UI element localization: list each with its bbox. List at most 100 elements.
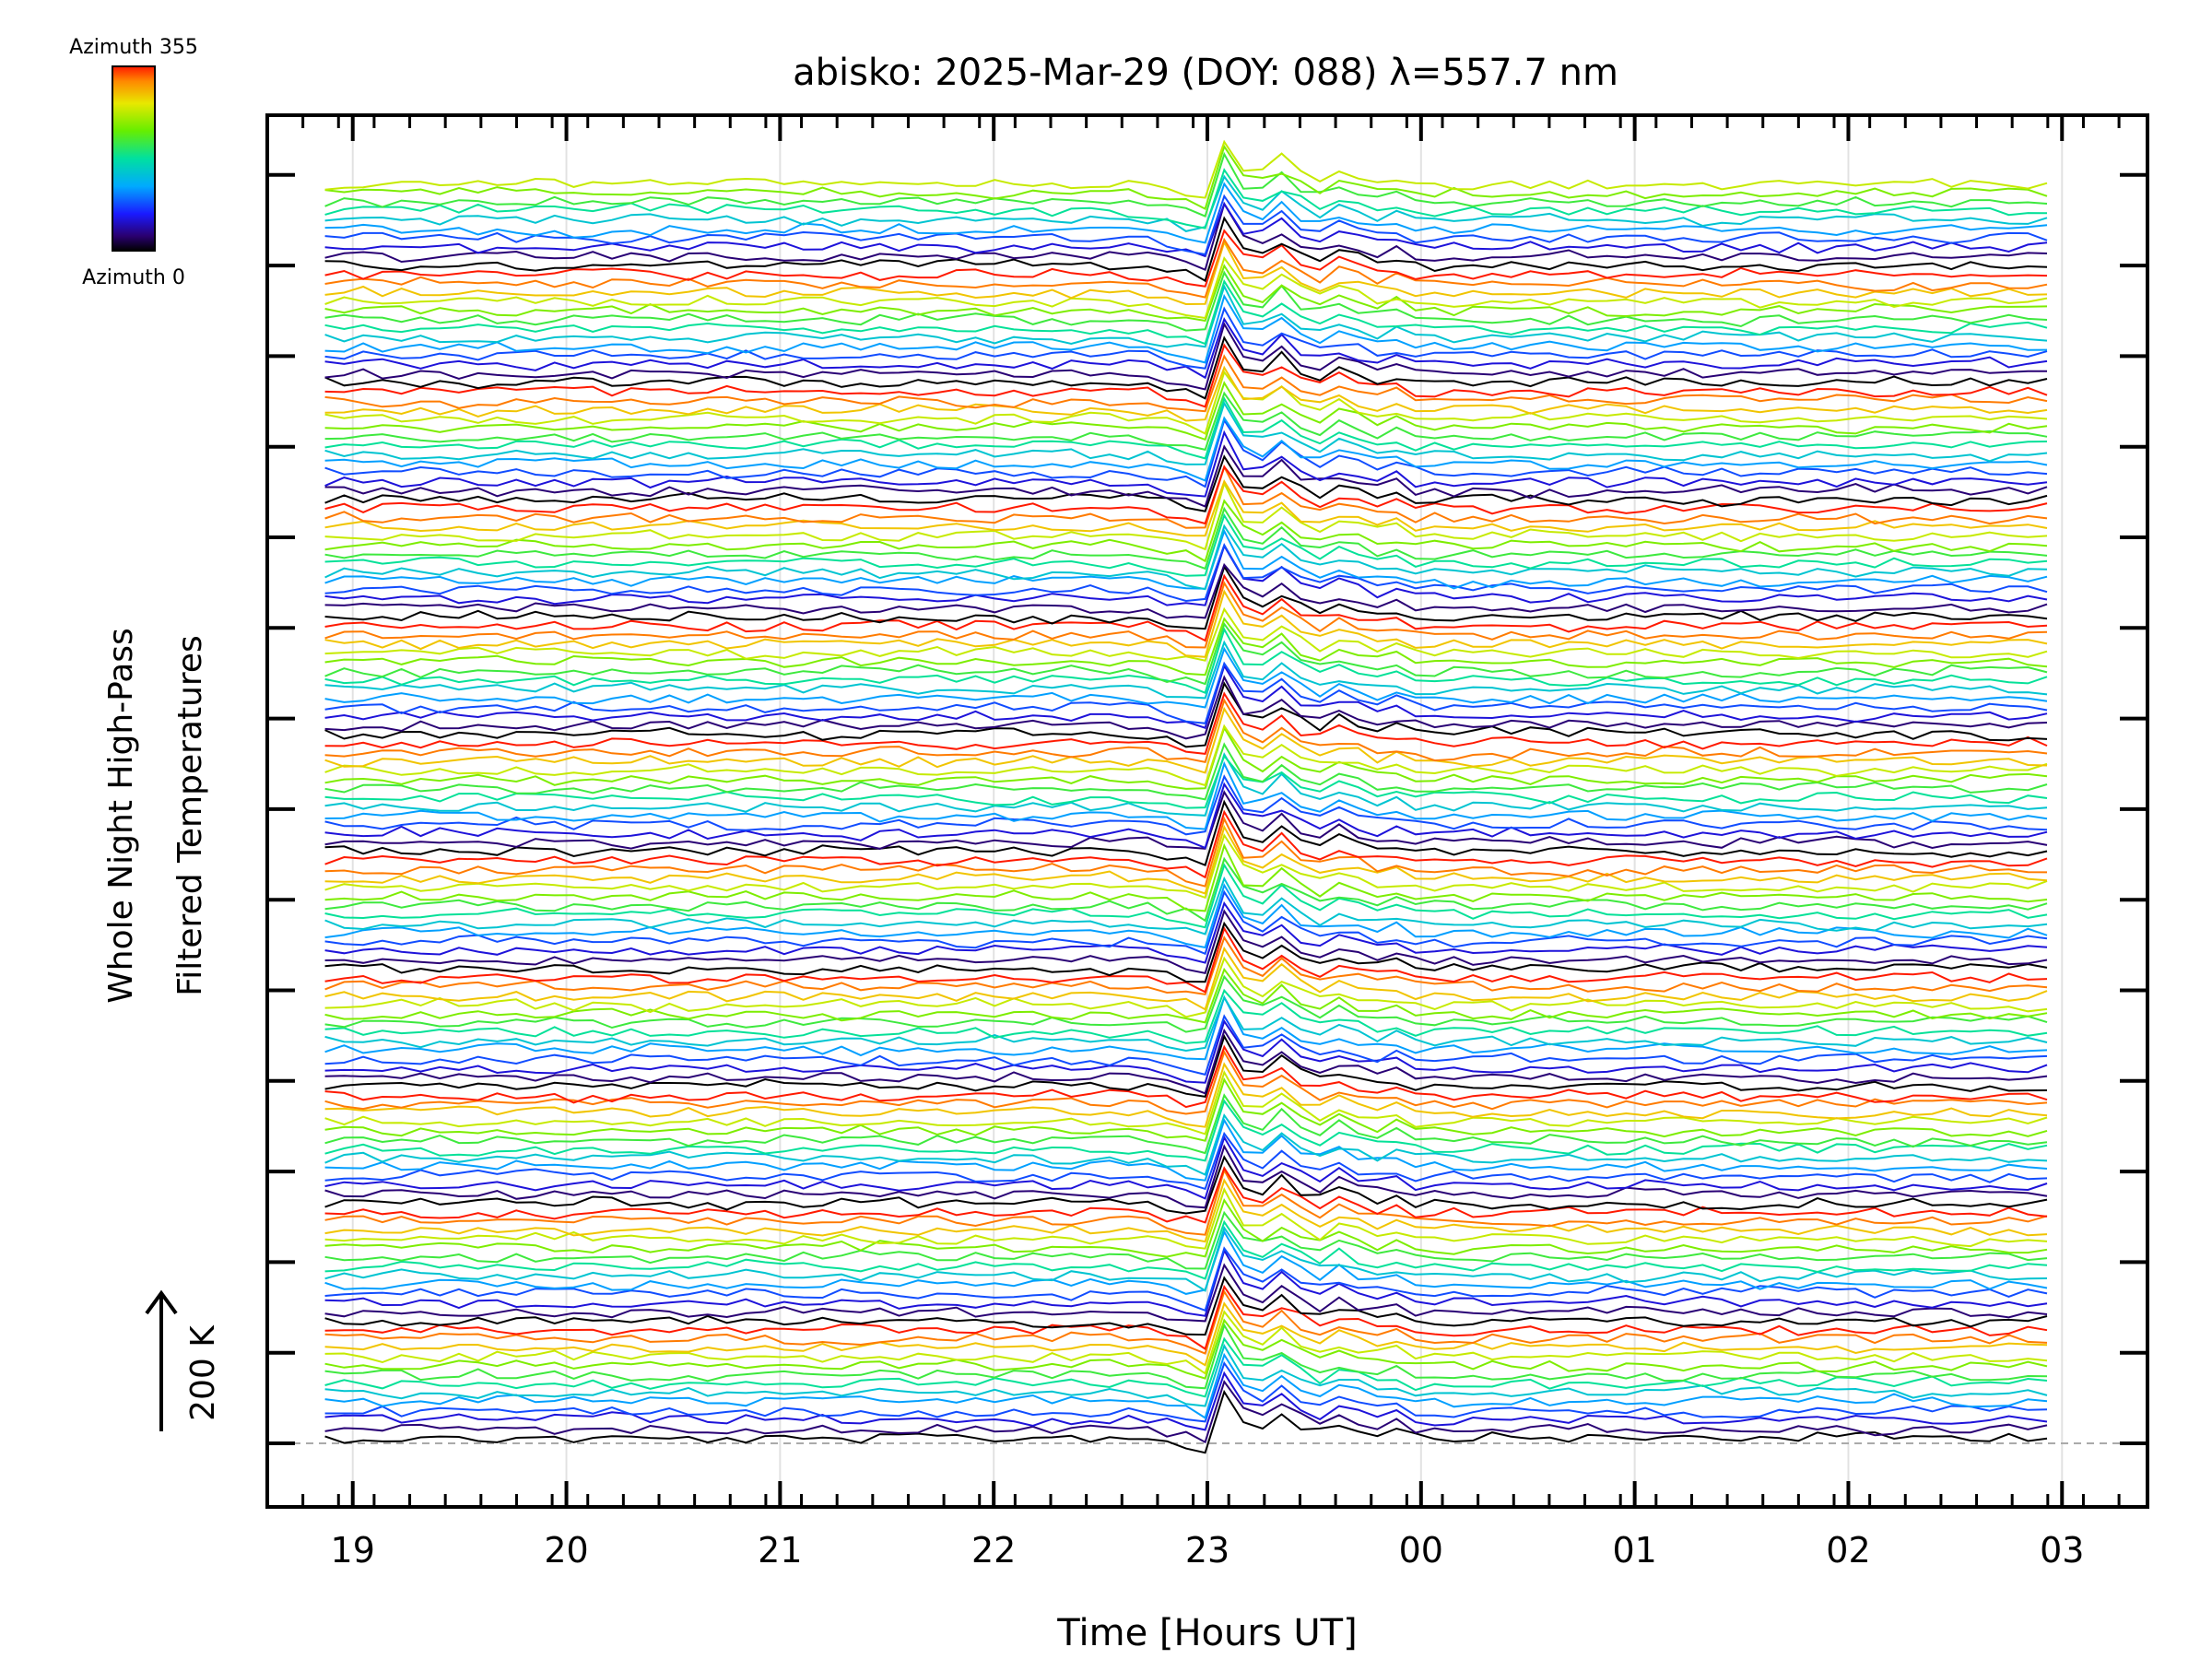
x-tick-labels: 19 20 21 22 23 00 01 02 03	[331, 1530, 2085, 1571]
temperature-trace	[324, 863, 2048, 929]
temperature-trace	[324, 168, 2048, 229]
temperature-trace	[324, 528, 2048, 590]
temperature-trace	[324, 1155, 2048, 1215]
temperature-trace	[324, 1230, 2048, 1295]
temperature-trace	[324, 754, 2048, 809]
axis-ticks	[267, 115, 2147, 1507]
temperature-trace	[324, 935, 2048, 996]
temperature-trace	[324, 365, 2048, 422]
temperature-trace	[324, 139, 2048, 199]
temperature-trace	[324, 581, 2048, 649]
x-tick-label: 01	[1612, 1530, 1656, 1571]
temperature-trace	[324, 889, 2048, 956]
temperature-trace	[324, 1389, 2048, 1454]
x-tick-label: 00	[1399, 1530, 1443, 1571]
scale-label: 200 K	[184, 1324, 222, 1421]
temperature-trace	[324, 512, 2048, 577]
temperature-trace	[324, 1144, 2048, 1209]
temperature-trace	[324, 396, 2048, 460]
temperature-trace	[324, 589, 2048, 658]
temperature-trace	[324, 1248, 2048, 1317]
temperature-trace	[324, 381, 2048, 441]
temperature-trace	[324, 974, 2048, 1033]
y-axis-label-line2: Filtered Temperatures	[171, 635, 209, 996]
temperature-trace	[324, 909, 2048, 974]
temperature-trace	[324, 994, 2048, 1061]
temperature-trace	[324, 617, 2048, 677]
temperature-trace	[324, 1062, 2048, 1128]
temperature-trace	[324, 706, 2048, 774]
temperature-trace	[324, 1284, 2048, 1351]
temperature-trace	[324, 182, 2048, 244]
y-axis-label-line1: Whole Night High-Pass	[102, 628, 140, 1004]
temperature-trace	[324, 306, 2048, 370]
x-tick-label: 19	[331, 1530, 375, 1571]
temperature-trace	[324, 1226, 2048, 1292]
temperature-trace	[324, 995, 2048, 1053]
temperature-trace	[324, 240, 2048, 306]
temperature-trace	[324, 354, 2048, 413]
temperature-trace	[324, 675, 2048, 740]
temperature-trace	[324, 1301, 2048, 1367]
temperature-trace	[324, 921, 2048, 983]
temperature-trace	[324, 742, 2048, 801]
temperature-trace	[324, 343, 2048, 408]
temperature-trace	[324, 824, 2048, 895]
colorbar-bottom-label: Azimuth 0	[82, 266, 185, 289]
temperature-trace	[324, 543, 2048, 603]
x-axis-label: Time [Hours UT]	[1056, 1612, 1357, 1654]
temperature-trace	[324, 900, 2048, 964]
temperature-trace	[324, 479, 2048, 537]
temperature-trace	[324, 401, 2048, 465]
temperature-trace	[324, 1070, 2048, 1135]
temperature-trace	[324, 1187, 2048, 1250]
temperature-trace	[324, 842, 2048, 912]
colorbar	[112, 65, 156, 252]
temperature-trace	[324, 774, 2048, 836]
temperature-trace	[324, 506, 2048, 571]
temperature-trace	[324, 573, 2048, 642]
temperature-trace	[324, 201, 2048, 272]
temperature-trace	[324, 1310, 2048, 1375]
temperature-trace	[324, 1263, 2048, 1323]
temperature-trace	[324, 391, 2048, 452]
temperature-trace	[324, 322, 2047, 391]
temperature-trace	[324, 1050, 2048, 1115]
temperature-trace	[324, 988, 2048, 1044]
temperature-trace	[324, 661, 2048, 724]
temperature-trace	[324, 370, 2048, 435]
temperature-trace	[324, 946, 2048, 1011]
temperature-trace	[324, 1210, 2048, 1270]
x-tick-label: 21	[758, 1530, 802, 1571]
temperature-trace	[324, 151, 2048, 218]
temperature-trace	[324, 1166, 2048, 1224]
temperature-trace	[324, 216, 2048, 283]
temperature-trace	[324, 270, 2048, 332]
temperature-trace	[324, 1093, 2048, 1155]
temperature-trace	[324, 1178, 2048, 1243]
x-tick-label: 03	[2040, 1530, 2084, 1571]
temperature-trace	[324, 691, 2048, 755]
temperature-trace	[324, 640, 2048, 700]
temperature-trace	[324, 335, 2048, 400]
temperature-trace	[324, 1135, 2048, 1200]
temperature-trace	[324, 760, 2048, 830]
temperature-trace	[324, 429, 2048, 498]
temperature-trace	[324, 499, 2048, 563]
temperature-trace	[324, 856, 2048, 923]
scale-arrow-icon	[145, 1289, 178, 1431]
temperature-trace	[324, 444, 2048, 508]
traces	[324, 139, 2048, 1454]
temperature-trace	[324, 464, 2048, 529]
temperature-trace	[324, 1323, 2048, 1390]
temperature-trace	[324, 1028, 2048, 1095]
temperature-trace	[324, 1197, 2048, 1258]
temperature-trace	[324, 237, 2048, 299]
temperature-trace	[324, 1336, 2048, 1398]
temperature-trace	[324, 1318, 2048, 1380]
temperature-trace	[324, 1167, 2048, 1236]
temperature-trace	[324, 681, 2048, 748]
temperature-trace	[324, 1044, 2048, 1109]
x-tick-label: 23	[1185, 1530, 1230, 1571]
